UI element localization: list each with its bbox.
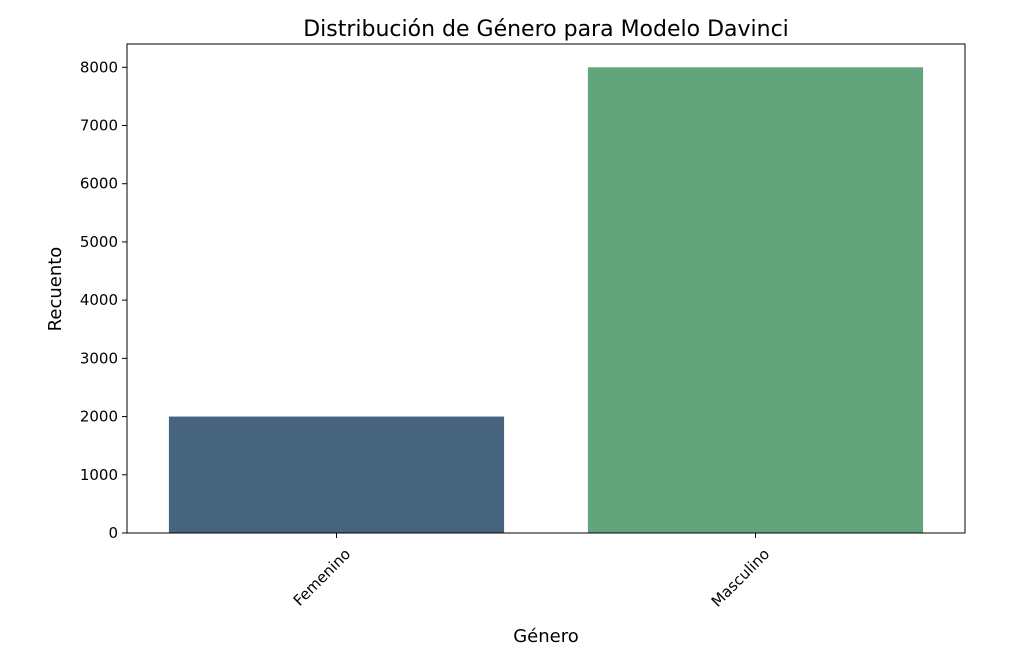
y-tick-label: 8000 — [80, 58, 118, 76]
y-tick-label: 6000 — [80, 175, 118, 193]
y-tick-label: 2000 — [80, 408, 118, 426]
y-tick-label: 3000 — [80, 349, 118, 367]
y-tick-label: 4000 — [80, 291, 118, 309]
y-tick-label: 1000 — [80, 466, 118, 484]
y-axis: 0 1000 2000 3000 4000 5000 6000 7000 8000 — [80, 58, 127, 542]
chart-title: Distribución de Género para Modelo Davin… — [303, 17, 789, 42]
plot-frame — [126, 43, 966, 534]
bar-masculino — [587, 67, 924, 533]
y-axis-label: Recuento — [45, 247, 66, 332]
y-tick-label: 0 — [108, 524, 118, 542]
y-tick-label: 5000 — [80, 233, 118, 251]
y-tick-label: 7000 — [80, 117, 118, 135]
x-axis-label: Género — [513, 626, 579, 647]
bar-femenino — [168, 416, 505, 533]
bars-layer — [168, 67, 924, 533]
